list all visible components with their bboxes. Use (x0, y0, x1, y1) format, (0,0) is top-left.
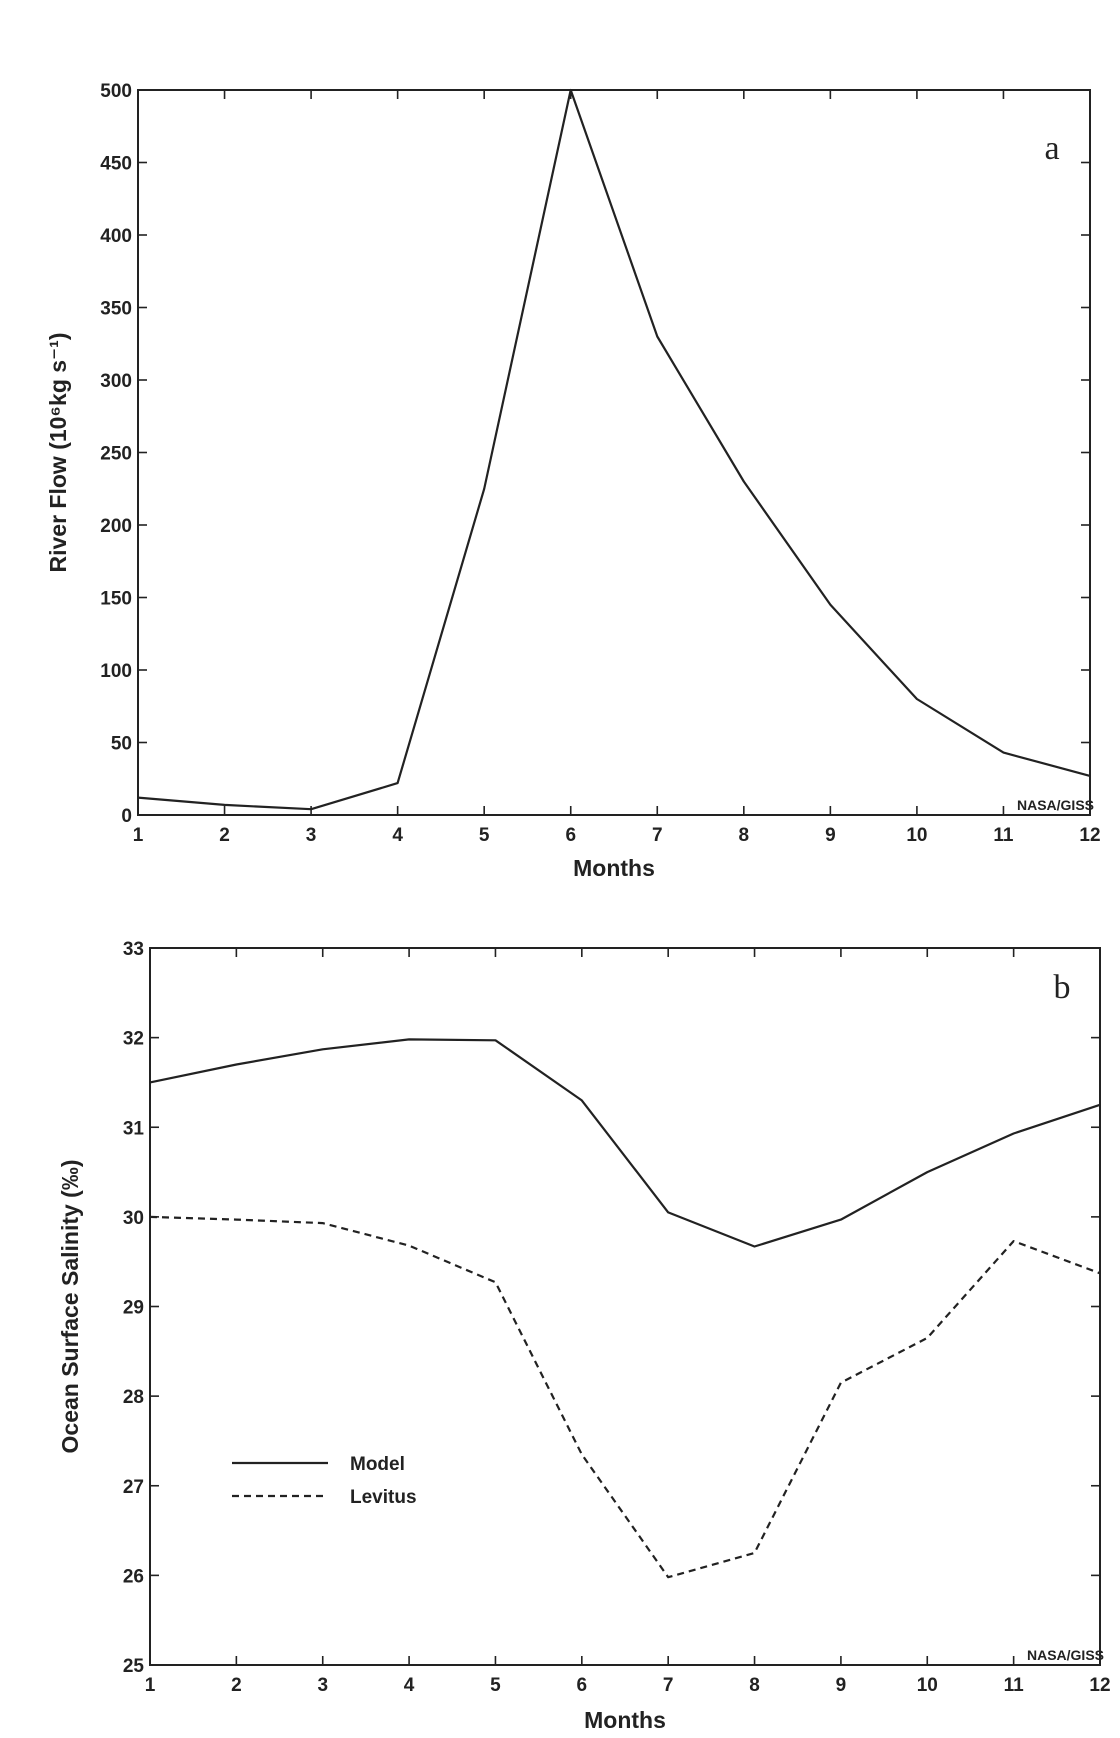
x-tick-label: 9 (836, 1675, 847, 1696)
y-tick-label: 29 (123, 1298, 144, 1319)
x-tick-label: 6 (565, 825, 576, 846)
credit-label: NASA/GISS (1027, 1647, 1104, 1663)
y-tick-label: 100 (100, 661, 132, 682)
x-tick-label: 5 (479, 825, 490, 846)
y-tick-label: 26 (123, 1566, 144, 1587)
y-tick-label: 200 (100, 516, 132, 537)
x-tick-label: 1 (145, 1675, 156, 1696)
x-tick-label: 9 (825, 825, 836, 846)
series-line-river-flow (137, 88, 1091, 811)
legend-entry-levitus: Levitus (350, 1487, 417, 1508)
y-tick-label: 30 (123, 1208, 144, 1229)
x-tick-label: 7 (663, 1675, 674, 1696)
y-tick-label: 25 (123, 1656, 145, 1677)
x-tick-label: 12 (1089, 1675, 1110, 1696)
x-tick-label: 4 (392, 825, 403, 846)
x-tick-label: 2 (219, 825, 230, 846)
panel-label-a: a (1044, 130, 1059, 167)
x-tick-label: 3 (317, 1675, 328, 1696)
x-axis-title: Months (584, 1707, 666, 1733)
y-tick-label: 350 (100, 299, 132, 320)
y-tick-label: 50 (111, 734, 132, 755)
panel-label-b: b (1054, 969, 1071, 1006)
x-tick-label: 10 (906, 825, 927, 846)
x-tick-label: 10 (917, 1675, 938, 1696)
x-tick-label: 2 (231, 1675, 242, 1696)
y-tick-label: 250 (100, 444, 132, 465)
credit-label: NASA/GISS (1017, 797, 1094, 813)
x-tick-label: 11 (1004, 1675, 1025, 1696)
x-tick-label: 6 (577, 1675, 588, 1696)
series-line-levitus (149, 1215, 1101, 1579)
x-axis-title: Months (573, 855, 655, 881)
y-tick-label: 27 (123, 1477, 144, 1498)
y-tick-label: 28 (123, 1387, 144, 1408)
y-tick-label: 450 (100, 154, 132, 175)
x-tick-label: 8 (749, 1675, 760, 1696)
y-tick-label: 400 (100, 226, 132, 247)
y-tick-label: 500 (100, 81, 132, 102)
plot-frame-a (137, 89, 1091, 816)
y-axis-title: Ocean Surface Salinity (‰) (57, 1160, 83, 1454)
x-tick-label: 11 (993, 825, 1014, 846)
y-tick-label: 32 (123, 1029, 144, 1050)
y-tick-label: 33 (123, 939, 144, 960)
y-tick-label: 0 (121, 806, 132, 827)
x-tick-label: 4 (404, 1675, 415, 1696)
y-tick-label: 31 (123, 1118, 145, 1139)
y-axis-title: River Flow (10⁶kg s⁻¹) (45, 332, 71, 572)
x-tick-label: 1 (133, 825, 144, 846)
x-tick-label: 8 (739, 825, 750, 846)
y-tick-label: 300 (100, 371, 132, 392)
legend-entry-model: Model (350, 1454, 405, 1475)
y-tick-label: 150 (100, 589, 132, 610)
series-line-model (149, 1038, 1101, 1248)
x-tick-label: 7 (652, 825, 663, 846)
x-tick-label: 5 (490, 1675, 501, 1696)
x-tick-label: 3 (306, 825, 317, 846)
x-tick-label: 12 (1079, 825, 1100, 846)
